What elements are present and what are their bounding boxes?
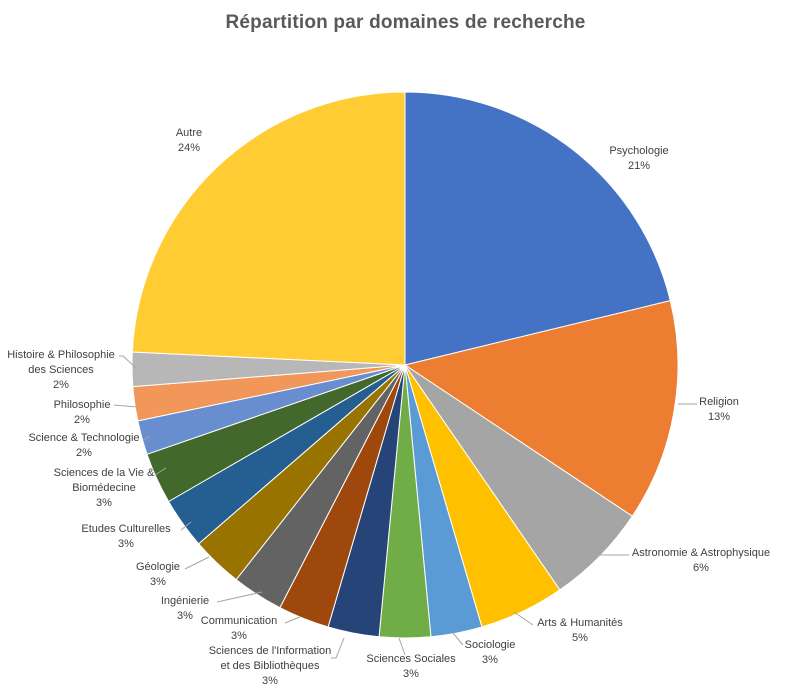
slice-percent-label: 6% (693, 562, 709, 574)
slice-percent-label: 2% (76, 447, 92, 459)
slice-label-autre: Autre 24% (176, 127, 202, 154)
slice-label-philosophie: Philosophie 2% (54, 399, 111, 426)
slice-percent-label: 3% (482, 654, 498, 666)
slice-name-label: Science & Technologie (28, 432, 139, 444)
slice-label-sociologie: Sociologie 3% (465, 639, 516, 666)
leader-line-sciences-de-la-vie-biomedecine (154, 467, 167, 476)
slice-name-label: Religion (699, 396, 739, 408)
slice-label-religion: Religion 13% (699, 396, 739, 423)
leader-line-sociologie (452, 632, 464, 646)
slice-label-etudes-culturelles: Etudes Culturelles 3% (81, 523, 171, 550)
slice-label-arts-humanites: Arts & Humanités 5% (537, 617, 623, 644)
slice-name-label: Sciences Sociales (366, 653, 456, 665)
chart-title: Répartition par domaines de recherche (225, 12, 586, 33)
slice-percent-label: 3% (150, 576, 166, 588)
pie-slice-religion (403, 300, 679, 517)
pie-slice-autre (131, 91, 406, 366)
slice-percent-label: 3% (96, 497, 112, 509)
slice-percent-label: 21% (628, 160, 650, 172)
slice-label-psychologie: Psychologie 21% (609, 145, 668, 172)
leader-line-sciences-de-l-information-et-des-bibliotheques (331, 637, 345, 659)
slice-percent-label: 5% (572, 632, 588, 644)
pie-slice-psychologie (404, 91, 671, 366)
slice-label-science-technologie: Science & Technologie 2% (28, 432, 139, 459)
slice-name-label: Géologie (136, 561, 180, 573)
slice-name-label: Autre (176, 127, 202, 139)
slice-name-label: Astronomie & Astrophysique (632, 547, 770, 559)
slice-name-label: Ingénierie (161, 595, 209, 607)
leader-line-sciences-sociales (398, 637, 406, 656)
slice-label-sciences-sociales: Sciences Sociales 3% (366, 653, 456, 680)
slice-labels: Psychologie 21% Religion 13% Astronomie & As… (7, 127, 770, 687)
leader-line-communication (284, 616, 301, 624)
slice-name-label: Communication (201, 615, 277, 627)
slice-name-label: Biomédecine (72, 482, 136, 494)
slice-name-label: Sciences de l'Information (209, 645, 332, 657)
leader-line-geologie (184, 556, 210, 570)
leader-line-etudes-culturelles (180, 521, 192, 531)
slice-label-sciences-de-l-information-et-des-bibliotheques: Sciences de l'Information et des Biblioth… (209, 645, 332, 687)
leader-line-ingenierie (216, 591, 263, 603)
slice-name-label: Arts & Humanités (537, 617, 623, 629)
slice-label-communication: Communication 3% (201, 615, 277, 642)
slice-percent-label: 3% (403, 668, 419, 680)
slice-name-label: Sociologie (465, 639, 516, 651)
leader-line-arts-humanites (513, 611, 534, 626)
slice-percent-label: 3% (231, 630, 247, 642)
slice-name-label: Etudes Culturelles (81, 523, 171, 535)
leader-lines (113, 355, 697, 659)
slice-percent-label: 24% (178, 142, 200, 154)
leader-line-science-technologie (142, 435, 151, 441)
slice-percent-label: 3% (177, 610, 193, 622)
leader-line-histoire-philosophie-des-sciences (119, 355, 137, 369)
slice-label-astronomie-astrophysique: Astronomie & Astrophysique 6% (632, 547, 770, 574)
slice-percent-label: 3% (262, 675, 278, 687)
leader-line-philosophie (113, 404, 138, 408)
slice-name-label: des Sciences (28, 364, 94, 376)
slice-label-ingenierie: Ingénierie 3% (161, 595, 209, 622)
slice-percent-label: 2% (53, 379, 69, 391)
pie-slices (131, 91, 679, 639)
slice-label-geologie: Géologie 3% (136, 561, 180, 588)
slice-label-histoire-philosophie-des-sciences: Histoire & Philosophie des Sciences 2% (7, 349, 115, 391)
slice-name-label: et des Bibliothèques (220, 660, 320, 672)
slice-label-sciences-de-la-vie-biomedecine: Sciences de la Vie & Biomédecine 3% (54, 467, 155, 509)
slice-name-label: Histoire & Philosophie (7, 349, 115, 361)
slice-percent-label: 2% (74, 414, 90, 426)
slice-name-label: Sciences de la Vie & (54, 467, 155, 479)
slice-name-label: Psychologie (609, 145, 668, 157)
slice-percent-label: 13% (708, 411, 730, 423)
slice-name-label: Philosophie (54, 399, 111, 411)
slice-percent-label: 3% (118, 538, 134, 550)
